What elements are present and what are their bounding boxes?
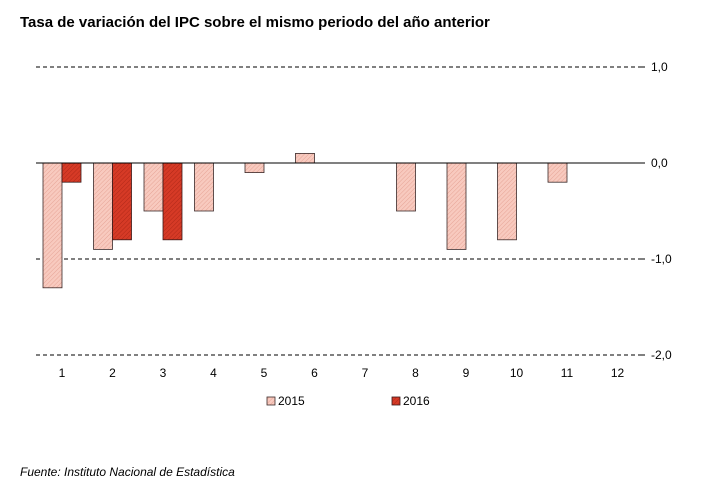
bar-2015-10 [497, 162, 517, 241]
x-tick-label: 9 [463, 366, 470, 380]
x-tick-label: 1 [59, 366, 66, 380]
x-tick-label: 2 [109, 366, 116, 380]
legend: 2015 2016 [266, 394, 430, 408]
x-tick-label: 12 [611, 366, 625, 380]
bar-2015-9 [446, 162, 467, 250]
y-tick-label: -1,0 [651, 252, 672, 266]
x-tick-label: 3 [160, 366, 167, 380]
bar-2015-4 [194, 162, 214, 212]
bar-2016-2 [112, 162, 132, 241]
bar-2015-5 [244, 162, 265, 174]
axes: 1,00,0-1,0-2,01 2 3 4 5 6 7 8 9 10 11 12 [36, 60, 672, 380]
bars [42, 152, 568, 289]
bar-2016-1 [61, 162, 82, 183]
legend-label-2016: 2016 [403, 394, 430, 408]
x-tick-label: 4 [210, 366, 217, 380]
y-tick-label: -2,0 [651, 348, 672, 362]
chart-title: Tasa de variación del IPC sobre el mismo… [20, 14, 490, 31]
x-tick-label: 7 [362, 366, 369, 380]
legend-label-2015: 2015 [278, 394, 305, 408]
y-tick-label: 0,0 [651, 156, 668, 170]
bar-2015-6 [295, 152, 315, 164]
x-tick-label: 11 [561, 366, 574, 380]
x-tick-label: 8 [412, 366, 419, 380]
source-note: Fuente: Instituto Nacional de Estadístic… [20, 465, 235, 479]
legend-swatch-2016 [391, 396, 401, 406]
bar-2015-8 [396, 162, 416, 212]
gridlines [36, 66, 640, 356]
bar-2016-3 [162, 162, 183, 241]
bar-2015-11 [547, 162, 568, 183]
bar-2015-3 [143, 162, 164, 212]
bar-2015-2 [93, 162, 113, 250]
y-tick-label: 1,0 [651, 60, 668, 74]
x-tick-label: 5 [261, 366, 268, 380]
bar-2015-1 [42, 162, 63, 289]
x-tick-label: 6 [311, 366, 318, 380]
legend-swatch-2015 [266, 396, 276, 406]
x-tick-label: 10 [510, 366, 524, 380]
